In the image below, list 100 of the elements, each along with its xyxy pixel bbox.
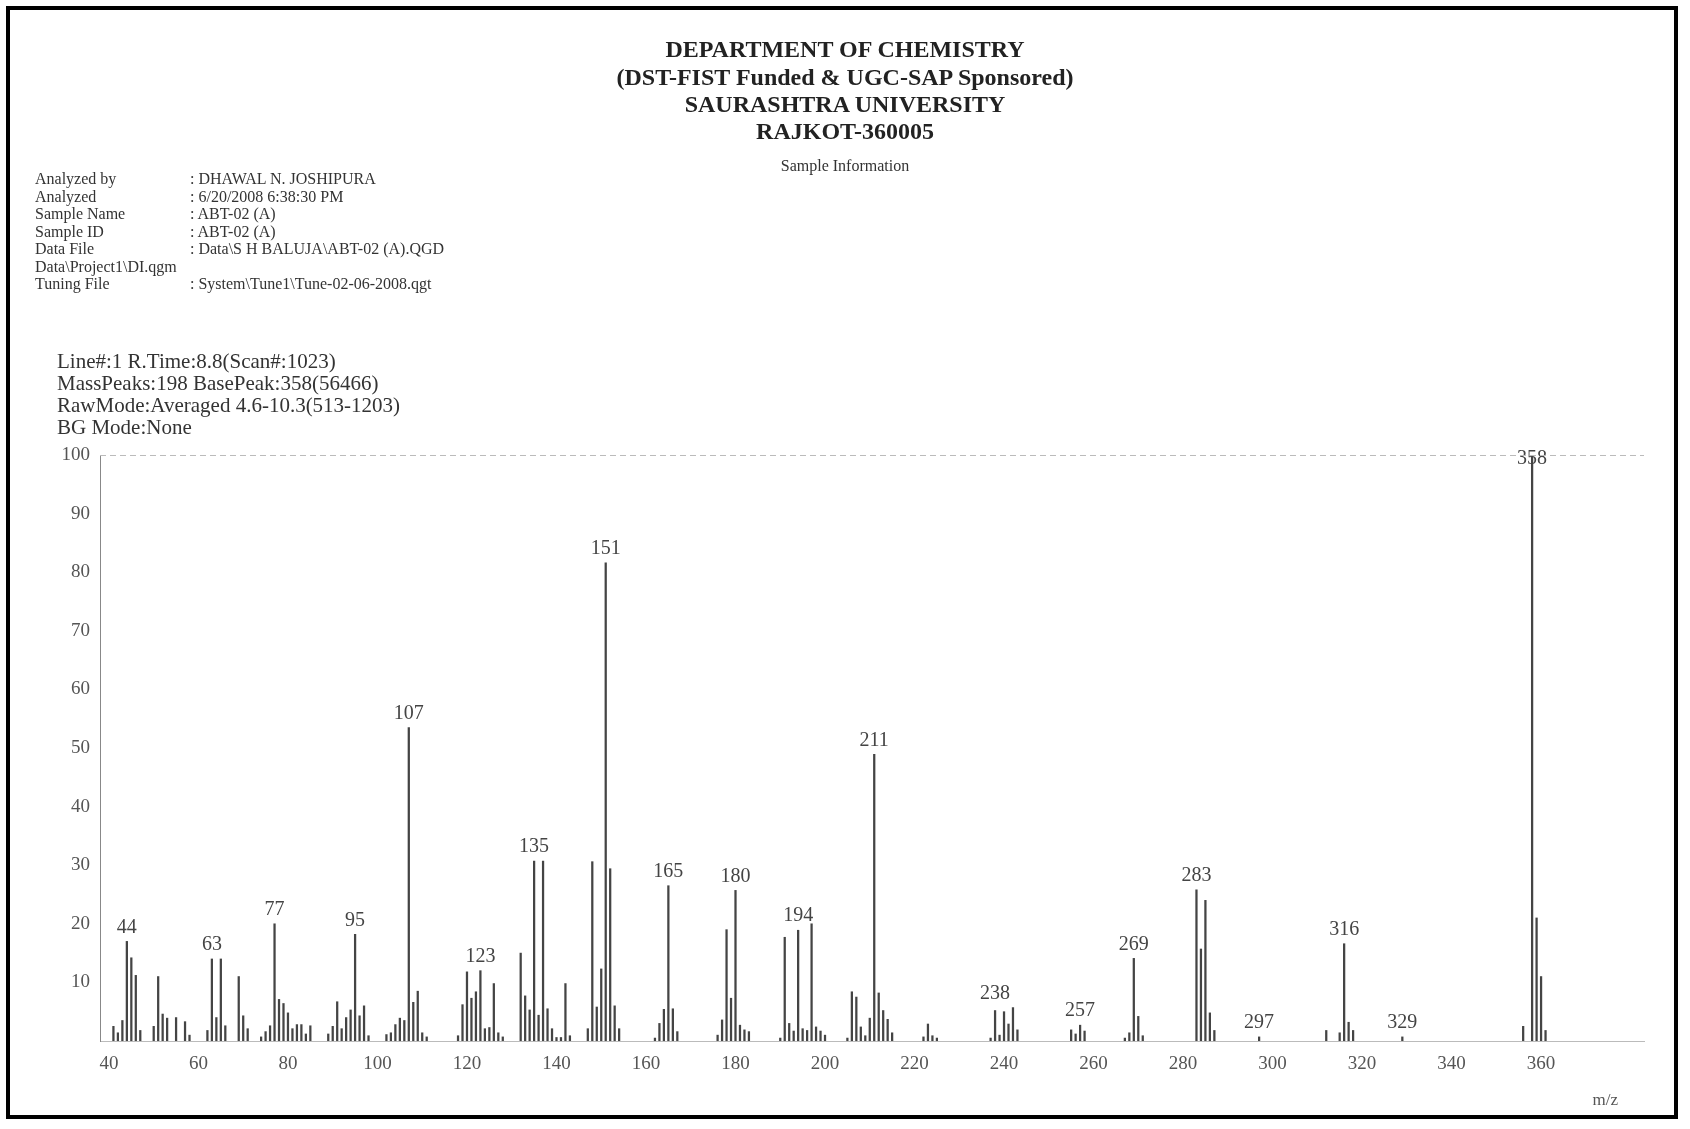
bar	[1544, 1030, 1547, 1041]
bar	[931, 1035, 934, 1041]
annotation: 329	[1387, 1010, 1418, 1033]
bar	[282, 1003, 285, 1041]
bar	[273, 923, 276, 1041]
text: Analyzed : 6/20/2008 6:38:30 PM	[35, 187, 344, 205]
bar	[989, 1037, 992, 1041]
text: Data File : Data\S H BALUJA\ABT-02 (A).QGD	[35, 240, 445, 257]
bar	[922, 1036, 925, 1041]
annotation: 77	[264, 897, 285, 920]
bar	[1141, 1035, 1144, 1041]
x-tick-label: 60	[188, 1052, 208, 1074]
bar	[349, 1009, 352, 1041]
bar	[998, 1034, 1001, 1041]
bar	[224, 1025, 227, 1041]
bar	[497, 1032, 500, 1041]
x-tick-label: 160	[631, 1052, 661, 1074]
x-tick-label: 360	[1526, 1052, 1556, 1074]
annotation: 257	[1065, 998, 1096, 1021]
bar	[716, 1034, 719, 1041]
x-tick-label: 40	[99, 1052, 119, 1074]
bar	[618, 1028, 621, 1041]
annotation: 151	[590, 536, 621, 559]
x-tick-label: 80	[278, 1052, 298, 1074]
y-tick-label: 80	[71, 560, 90, 582]
y-tick-label: 30	[71, 853, 90, 875]
x-tick-label: 320	[1347, 1052, 1377, 1074]
bar	[747, 1031, 751, 1041]
annotation: 211	[859, 727, 889, 750]
y-tick-label: 100	[61, 442, 90, 464]
annotation: 283	[1181, 863, 1212, 886]
text: MassPeaks:198 BasePeak:358(56466)	[57, 371, 380, 395]
bar	[242, 1015, 245, 1041]
x-tick-label: 260	[1079, 1052, 1108, 1074]
bar	[340, 1028, 343, 1041]
bar	[461, 1004, 464, 1041]
text: Sample ID : ABT-02 (A)	[35, 222, 276, 240]
text: Line#:1 R.Time:8.8(Scan#:1023)	[57, 349, 337, 373]
bar	[1195, 889, 1198, 1041]
y-tick-label: 50	[71, 735, 90, 757]
bar	[555, 1037, 558, 1041]
bar	[1347, 1021, 1350, 1041]
text: Sample Information	[780, 157, 910, 174]
bar	[734, 890, 737, 1041]
y-tick-label: 90	[71, 501, 90, 523]
annotation: 269	[1118, 931, 1149, 954]
x-tick-label: 280	[1168, 1052, 1198, 1074]
annotation: 95	[345, 907, 366, 930]
bar	[470, 997, 473, 1041]
bar	[116, 1032, 120, 1041]
chart-subtitle: (DST-FIST Funded & UGC-SAP Sponsored) SAURASHTRA UNIVERSITY RAJKOT-360005	[615, 64, 1075, 145]
x-tick-label: 240	[989, 1052, 1019, 1074]
annotation: 194	[783, 903, 814, 926]
bar	[246, 1028, 249, 1041]
text: BG Mode:None	[57, 415, 192, 439]
bar	[309, 1025, 312, 1041]
bar	[488, 1027, 491, 1041]
bar	[300, 1024, 303, 1041]
x-tick-label: 140	[542, 1052, 571, 1074]
bar	[336, 1001, 339, 1041]
bar	[1007, 1023, 1010, 1041]
annotation: 123	[465, 943, 496, 966]
chart-title: DEPARTMENT OF CHEMISTRY	[664, 36, 1026, 63]
bar	[1128, 1032, 1131, 1041]
annotation: 135	[519, 834, 550, 857]
bar	[1535, 917, 1538, 1041]
bar	[483, 1028, 487, 1041]
annotation: 316	[1329, 916, 1360, 939]
bar	[667, 885, 670, 1041]
bar	[421, 1032, 424, 1041]
bar	[568, 1035, 572, 1041]
text: Analyzed by : DHAWAL N. JOSHIPURA	[35, 170, 376, 187]
annotation: 44	[116, 914, 137, 937]
bar	[206, 1030, 209, 1041]
y-tick-label: 70	[71, 618, 90, 640]
bar	[1204, 900, 1207, 1041]
x-tick-label: 120	[452, 1052, 482, 1074]
bar	[891, 1032, 894, 1041]
text: Data\Project1\DI.qgm	[35, 257, 178, 275]
bar	[291, 1028, 294, 1041]
bar	[1074, 1033, 1077, 1041]
bar	[846, 1037, 849, 1041]
x-tick-label: 100	[363, 1052, 392, 1074]
bar	[658, 1023, 661, 1041]
bar	[864, 1035, 867, 1041]
bar	[546, 1008, 549, 1041]
annotation: 63	[201, 932, 222, 955]
bar	[358, 1015, 361, 1041]
text: Sample Name : ABT-02 (A)	[35, 205, 276, 222]
x-tick-label: 340	[1437, 1052, 1466, 1074]
bar	[264, 1031, 267, 1041]
bar	[550, 1028, 554, 1041]
text: Tuning File : System\Tune1\Tune-02-06-2008.qgt	[35, 275, 432, 292]
x-tick-label: 200	[810, 1052, 840, 1074]
y-tick-label: 40	[71, 794, 90, 816]
y-tick-label: 60	[71, 677, 90, 699]
x-axis-title: m/z	[1592, 1090, 1618, 1110]
bar	[1016, 1029, 1019, 1041]
annotation: 297	[1244, 1010, 1275, 1033]
y-tick-label: 10	[71, 970, 90, 992]
